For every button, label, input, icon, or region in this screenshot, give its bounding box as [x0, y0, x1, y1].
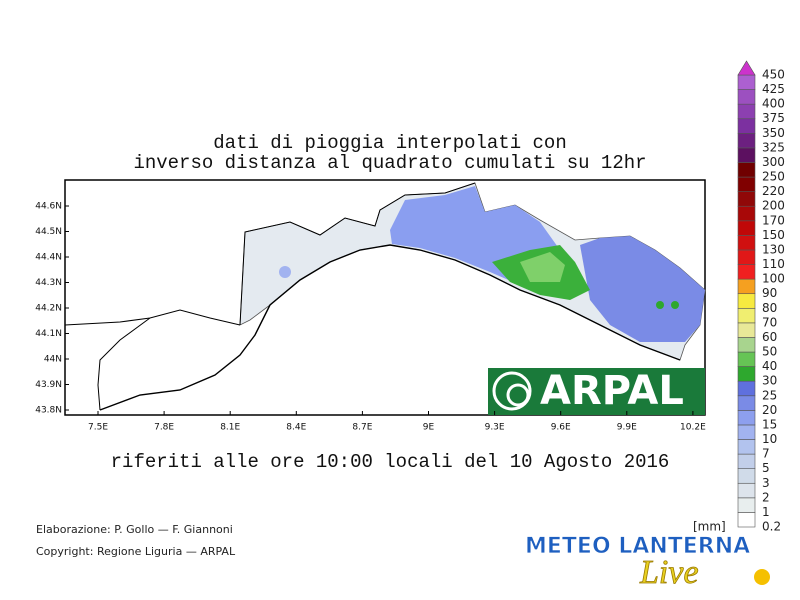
- arpal-logo: ARPAL: [488, 368, 705, 415]
- colorbar-label: 25: [762, 388, 777, 402]
- color-swatch: [737, 118, 756, 134]
- color-swatch: [737, 482, 756, 499]
- lat-label: 43.9N: [35, 380, 62, 390]
- lat-label: 44N: [44, 355, 62, 365]
- color-swatch: [737, 497, 756, 513]
- colorbar-label: 70: [762, 315, 777, 329]
- colorbar-label: 150: [762, 228, 785, 242]
- color-swatch: [737, 395, 756, 411]
- lat-label: 44.3N: [35, 278, 62, 288]
- lat-label: 43.8N: [35, 406, 62, 416]
- copyright: Copyright: Regione Liguria — ARPAL: [36, 545, 236, 558]
- color-swatch: [737, 235, 756, 251]
- colorbar-label: 110: [762, 257, 785, 271]
- color-swatch: [737, 249, 756, 265]
- colorbar-label: 250: [762, 170, 785, 184]
- color-swatch: [737, 351, 756, 367]
- colorbar-label: 60: [762, 330, 777, 344]
- colorbar-label: 400: [762, 97, 785, 111]
- color-swatch: [737, 366, 756, 382]
- color-swatch: [737, 293, 756, 309]
- title-line: dati di pioggia interpolati con: [213, 132, 566, 154]
- credits: Elaborazione: P. Gollo — F. Giannoni: [36, 523, 233, 536]
- subtitle: riferiti alle ore 10:00 locali del 10 Ag…: [111, 451, 670, 473]
- color-swatch: [737, 162, 756, 178]
- color-swatch: [737, 380, 756, 397]
- color-swatch: [737, 264, 756, 280]
- color-swatch: [737, 424, 756, 440]
- colorbar-label: 2: [762, 490, 770, 504]
- color-swatch: [737, 278, 756, 295]
- lat-label: 44.2N: [35, 304, 62, 314]
- meteo-text: METEO LANTERNA: [525, 534, 750, 559]
- colorbar-label: 0.2: [762, 520, 781, 534]
- color-swatch: [737, 89, 756, 105]
- colorbar-label: 100: [762, 272, 785, 286]
- map-area: [64, 179, 706, 416]
- colorbar-label: 350: [762, 126, 785, 140]
- color-swatch: [737, 453, 756, 469]
- color-swatch: [737, 410, 756, 426]
- color-swatch: [737, 191, 756, 207]
- colorbar-label: 170: [762, 213, 785, 227]
- lat-label: 44.6N: [35, 202, 62, 212]
- color-swatch: [737, 74, 756, 90]
- color-swatch: [737, 337, 756, 353]
- color-swatch: [737, 220, 756, 236]
- colorbar-label: 50: [762, 345, 777, 359]
- color-swatch: [737, 176, 756, 192]
- lon-label: 8.7E: [352, 423, 372, 433]
- lon-label: 9.9E: [617, 423, 637, 433]
- colorbar-label: 220: [762, 184, 785, 198]
- color-swatch: [737, 205, 756, 222]
- lon-label: 7.8E: [154, 423, 174, 433]
- color-swatch: [737, 322, 756, 338]
- colorbar-label: 375: [762, 111, 785, 125]
- colorbar-label: 425: [762, 82, 785, 96]
- colorbar-arrow: [737, 60, 756, 76]
- colorbar-label: 1: [762, 505, 770, 519]
- colorbar-label: 450: [762, 68, 785, 82]
- colorbar-label: 80: [762, 301, 777, 315]
- color-swatch: [737, 468, 756, 484]
- colorbar-label: 5: [762, 461, 770, 475]
- color-swatch: [737, 439, 756, 455]
- colorbar-label: 15: [762, 417, 777, 431]
- colorbar-label: 200: [762, 199, 785, 213]
- meteo-lanterna-logo: METEO LANTERNA Live: [525, 534, 770, 591]
- colorbar-label: 7: [762, 447, 770, 461]
- colorbar-unit: [mm]: [693, 520, 726, 534]
- colorbar-label: 10: [762, 432, 777, 446]
- color-swatch: [737, 147, 756, 163]
- lat-label: 44.1N: [35, 329, 62, 339]
- lon-label: 7.5E: [88, 423, 108, 433]
- lat-label: 44.4N: [35, 253, 62, 263]
- lon-label: 10.2E: [680, 423, 706, 433]
- colorbar-label: 90: [762, 286, 777, 300]
- colorbar-label: 300: [762, 155, 785, 169]
- colorbar-label: 325: [762, 140, 785, 154]
- colorbar-label: 40: [762, 359, 777, 373]
- colorbar-label: 30: [762, 374, 777, 388]
- lat-label: 44.5N: [35, 227, 62, 237]
- arpal-text: ARPAL: [540, 368, 684, 414]
- lon-label: 8.1E: [220, 423, 240, 433]
- lon-label: 8.4E: [286, 423, 306, 433]
- color-swatch: [737, 307, 756, 324]
- live-text: Live: [639, 554, 699, 591]
- lon-label: 9.3E: [485, 423, 505, 433]
- color-swatch: [737, 133, 756, 149]
- color-swatch: [737, 103, 756, 120]
- lon-label: 9E: [423, 423, 435, 433]
- title-line: inverso distanza al quadrato cumulati su…: [133, 152, 646, 174]
- colorbar-label: 20: [762, 403, 777, 417]
- lon-label: 9.6E: [551, 423, 571, 433]
- colorbar-label: 130: [762, 242, 785, 256]
- color-swatch: [737, 512, 756, 528]
- colorbar-label: 3: [762, 476, 770, 490]
